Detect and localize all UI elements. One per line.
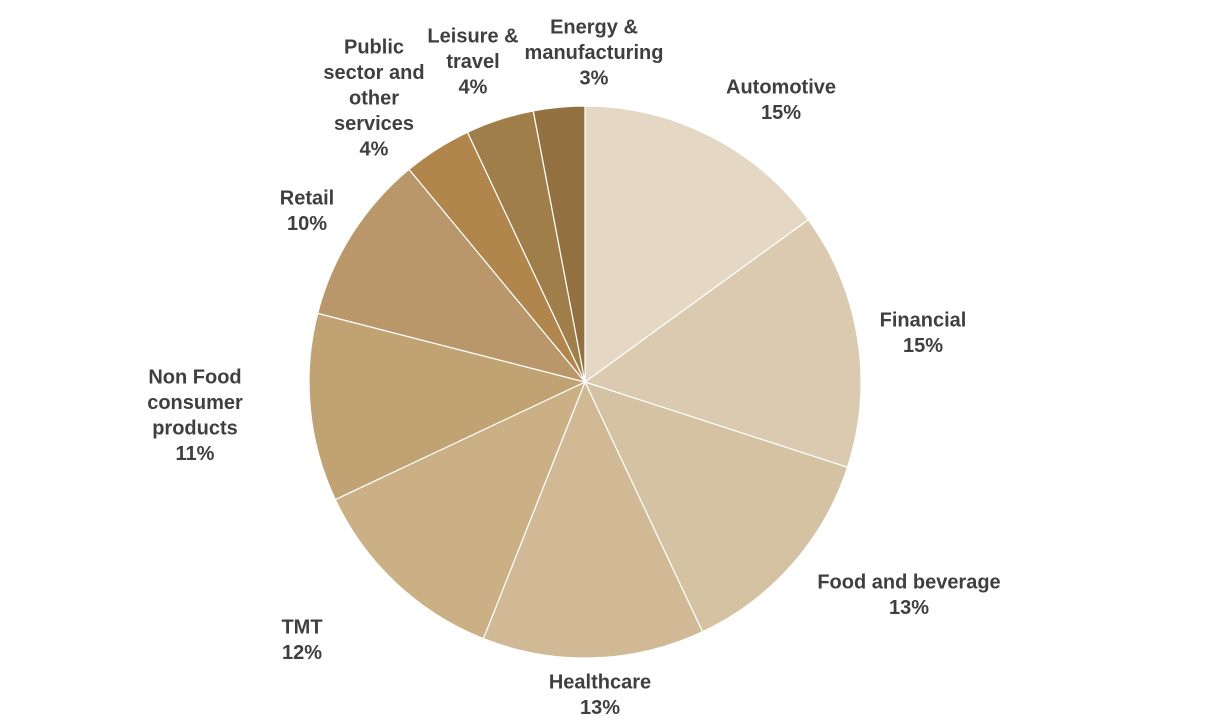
pie-slice-tmt — [334, 380, 587, 640]
slice-label-tmt: TMT 12% — [281, 616, 322, 664]
slice-category-label: Automotive — [726, 76, 836, 98]
slice-label-energy-and-manufacturing: Energy & manufacturing 3% — [525, 16, 664, 89]
slice-label-leisure-and-travel: Leisure & travel 4% — [427, 25, 518, 98]
slice-category-label: TMT — [281, 616, 322, 638]
slice-value-label: 4% — [459, 76, 488, 98]
slice-value-label: 10% — [287, 213, 327, 235]
slice-value-label: 15% — [903, 335, 943, 357]
pie-slice-healthcare — [482, 380, 704, 659]
slice-category-label: sector and — [323, 62, 424, 84]
slice-category-label: Food and beverage — [817, 571, 1000, 593]
slice-label-financial: Financial 15% — [880, 309, 967, 357]
slice-value-label: 11% — [176, 443, 215, 465]
pie-labels: Automotive 15% Financial 15% Food and bevera… — [147, 16, 1000, 719]
slice-label-public-sector-and-other-services: Public sector and other services 4% — [323, 36, 424, 160]
slice-value-label: 13% — [580, 697, 620, 719]
slice-category-label: services — [334, 113, 414, 135]
slice-category-label: Non Food — [148, 366, 241, 388]
slice-label-retail: Retail 10% — [280, 187, 334, 235]
slice-category-label: travel — [446, 51, 499, 73]
pie-slices — [308, 105, 862, 659]
slice-category-label: Retail — [280, 187, 334, 209]
slice-label-non-food-consumer-products: Non Food consumer products 11% — [147, 366, 243, 465]
slice-value-label: 4% — [360, 138, 389, 160]
slice-category-label: Public — [344, 36, 404, 58]
slice-category-label: Financial — [880, 309, 967, 331]
slice-value-label: 15% — [761, 102, 801, 124]
pie-slice-automotive — [584, 105, 810, 384]
slice-label-automotive: Automotive 15% — [726, 76, 836, 124]
slice-value-label: 3% — [580, 67, 609, 89]
pie-slice-energy-and-manufacturing — [532, 105, 586, 383]
slice-category-label: products — [152, 417, 238, 439]
pie-slice-financial — [583, 218, 862, 469]
slice-category-label: Healthcare — [549, 671, 651, 693]
slice-category-label: Energy & — [550, 16, 638, 38]
pie-slice-retail — [316, 168, 587, 384]
slice-value-label: 12% — [282, 642, 322, 664]
pie-slice-non-food-consumer-products — [308, 312, 587, 501]
slice-label-food-and-beverage: Food and beverage 13% — [817, 571, 1000, 619]
slice-category-label: manufacturing — [525, 42, 664, 64]
slice-label-healthcare: Healthcare 13% — [549, 671, 651, 719]
pie-slice-food-and-beverage — [583, 381, 849, 633]
slice-category-label: consumer — [147, 392, 243, 414]
slice-category-label: Leisure & — [427, 25, 518, 47]
slice-category-label: other — [349, 87, 399, 109]
slice-value-label: 13% — [889, 597, 929, 619]
